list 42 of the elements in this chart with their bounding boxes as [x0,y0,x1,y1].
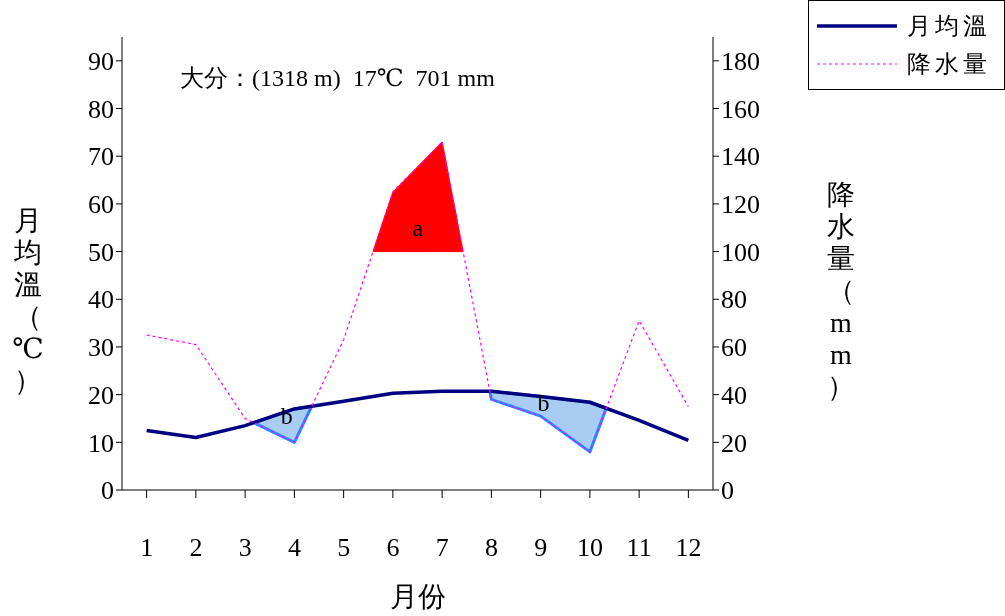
y-tick-label: 10 [88,428,114,458]
legend-label: 降水量 [907,50,991,79]
y2-tick-label: 100 [721,237,760,267]
y2-tick-label: 20 [721,428,747,458]
y-tick-label: 40 [88,285,114,315]
line-series [144,389,691,443]
x-tick-label: 11 [626,533,652,563]
y2-tick-label: 40 [721,380,747,410]
y2-tick-label: 80 [721,285,747,315]
annotation: a [412,214,424,241]
y-tick-label: 80 [88,94,114,124]
text: 大分：(1318 m) 17℃ 701 mm [180,65,496,91]
y2-tick-label: 180 [721,47,760,77]
y2-tick-label: 60 [721,333,747,363]
x-tick-label: 1 [140,533,154,563]
y-tick-label: 60 [88,190,114,220]
x-tick-label: 7 [435,533,449,563]
x-tick-label: 10 [576,533,603,563]
y-tick-label: 20 [88,380,114,410]
y-axis-title: 月均溫（℃） [12,205,44,396]
y-tick-label: 90 [88,47,114,77]
legend-label: 月均溫 [907,12,991,41]
y-tick-label: 50 [88,237,114,267]
annotation: b [537,390,550,417]
x-tick-label: 5 [337,533,351,563]
y2-tick-label: 0 [721,476,734,506]
y-tick-label: 0 [101,476,114,506]
y-tick-label: 30 [88,333,114,363]
x-tick-label: 9 [534,533,548,563]
x-tick-label: 2 [189,533,203,563]
x-tick-label: 12 [675,533,702,563]
line-series [146,141,689,453]
y2-tick-label: 140 [721,142,760,172]
y2-axis-title: 降水量（mm） [827,179,855,402]
x-tick-label: 8 [484,533,498,563]
y-tick-label: 70 [88,142,114,172]
x-tick-label: 3 [238,533,252,563]
x-tick-label: 6 [386,533,400,563]
x-axis-title: 月份 [389,581,446,612]
x-tick-label: 4 [287,533,301,563]
y2-tick-label: 120 [721,190,760,220]
y2-tick-label: 160 [721,94,760,124]
